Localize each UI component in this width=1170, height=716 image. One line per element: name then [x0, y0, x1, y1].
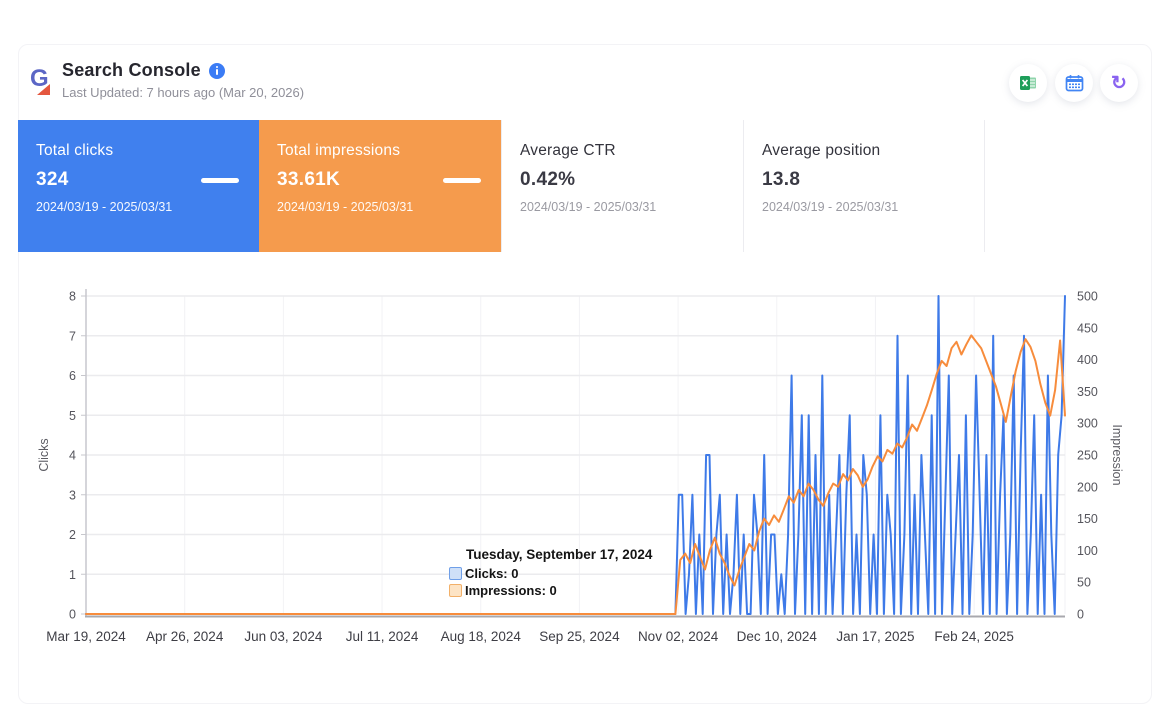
card-date-range: 2024/03/19 - 2025/03/31: [520, 200, 657, 214]
svg-text:450: 450: [1077, 321, 1098, 335]
svg-text:0: 0: [69, 608, 76, 622]
chart-tooltip: Tuesday, September 17, 2024 Clicks: 0 Im…: [449, 547, 652, 599]
info-icon[interactable]: [208, 62, 225, 79]
tooltip-date: Tuesday, September 17, 2024: [466, 547, 653, 562]
y-axis-title-impressions: Impression: [1110, 424, 1124, 486]
card-date-range: 2024/03/19 - 2025/03/31: [36, 200, 173, 214]
tooltip-clicks-row: Clicks: 0: [449, 565, 652, 582]
svg-text:7: 7: [69, 329, 76, 343]
metric-card-average-ctr[interactable]: Average CTR 0.42% 2024/03/19 - 2025/03/3…: [501, 120, 743, 252]
calendar-icon: [1065, 74, 1083, 91]
metric-card-average-position[interactable]: Average position 13.8 2024/03/19 - 2025/…: [743, 120, 985, 252]
svg-text:50: 50: [1077, 576, 1091, 590]
card-date-range: 2024/03/19 - 2025/03/31: [762, 200, 899, 214]
svg-text:150: 150: [1077, 512, 1098, 526]
impressions-swatch-icon: [449, 584, 462, 597]
logo-arrow: [37, 84, 50, 95]
card-value: 324: [36, 169, 69, 190]
refresh-icon: ↻: [1111, 72, 1127, 94]
search-console-logo: G: [30, 64, 60, 96]
svg-text:Jun 03, 2024: Jun 03, 2024: [244, 629, 323, 644]
svg-text:100: 100: [1077, 544, 1098, 558]
card-value: 13.8: [762, 169, 801, 190]
date-range-button[interactable]: [1055, 64, 1093, 102]
svg-text:8: 8: [69, 290, 76, 304]
svg-text:Feb 24, 2025: Feb 24, 2025: [934, 629, 1014, 644]
svg-text:1: 1: [69, 568, 76, 582]
svg-text:Nov 02, 2024: Nov 02, 2024: [638, 629, 719, 644]
y-axis-title-clicks: Clicks: [37, 438, 51, 472]
last-updated-text: Last Updated: 7 hours ago (Mar 20, 2026): [62, 85, 305, 100]
svg-text:2: 2: [69, 528, 76, 542]
trend-dash-icon: [201, 178, 239, 183]
page-title: Search Console: [62, 60, 201, 80]
card-date-range: 2024/03/19 - 2025/03/31: [277, 200, 414, 214]
svg-text:3: 3: [69, 488, 76, 502]
card-label: Average CTR: [520, 142, 616, 159]
svg-text:Aug 18, 2024: Aug 18, 2024: [441, 629, 522, 644]
export-excel-button[interactable]: [1009, 64, 1047, 102]
svg-text:0: 0: [1077, 608, 1084, 622]
svg-text:400: 400: [1077, 353, 1098, 367]
svg-text:300: 300: [1077, 417, 1098, 431]
clicks-swatch-icon: [449, 567, 462, 580]
trend-dash-icon: [443, 178, 481, 183]
svg-text:Mar 19, 2024: Mar 19, 2024: [46, 629, 126, 644]
tooltip-impressions-row: Impressions: 0: [449, 582, 652, 599]
card-value: 33.61K: [277, 169, 341, 190]
svg-text:200: 200: [1077, 480, 1098, 494]
svg-text:350: 350: [1077, 385, 1098, 399]
excel-icon: [1020, 76, 1036, 90]
svg-text:500: 500: [1077, 290, 1098, 304]
svg-text:Apr 26, 2024: Apr 26, 2024: [146, 629, 224, 644]
metric-card-total-impressions[interactable]: Total impressions 33.61K 2024/03/19 - 20…: [259, 120, 501, 252]
refresh-button[interactable]: ↻: [1100, 64, 1138, 102]
svg-text:Dec 10, 2024: Dec 10, 2024: [737, 629, 818, 644]
card-label: Total clicks: [36, 142, 114, 159]
svg-text:Jan 17, 2025: Jan 17, 2025: [836, 629, 914, 644]
svg-text:Sep 25, 2024: Sep 25, 2024: [539, 629, 620, 644]
svg-text:6: 6: [69, 369, 76, 383]
metric-card-total-clicks[interactable]: Total clicks 324 2024/03/19 - 2025/03/31: [18, 120, 259, 252]
card-label: Total impressions: [277, 142, 401, 159]
svg-text:5: 5: [69, 409, 76, 423]
card-value: 0.42%: [520, 169, 576, 190]
svg-text:4: 4: [69, 449, 76, 463]
svg-text:250: 250: [1077, 449, 1098, 463]
header-title-row: Search Console: [62, 60, 225, 81]
card-label: Average position: [762, 142, 881, 159]
svg-text:Jul 11, 2024: Jul 11, 2024: [346, 629, 419, 644]
